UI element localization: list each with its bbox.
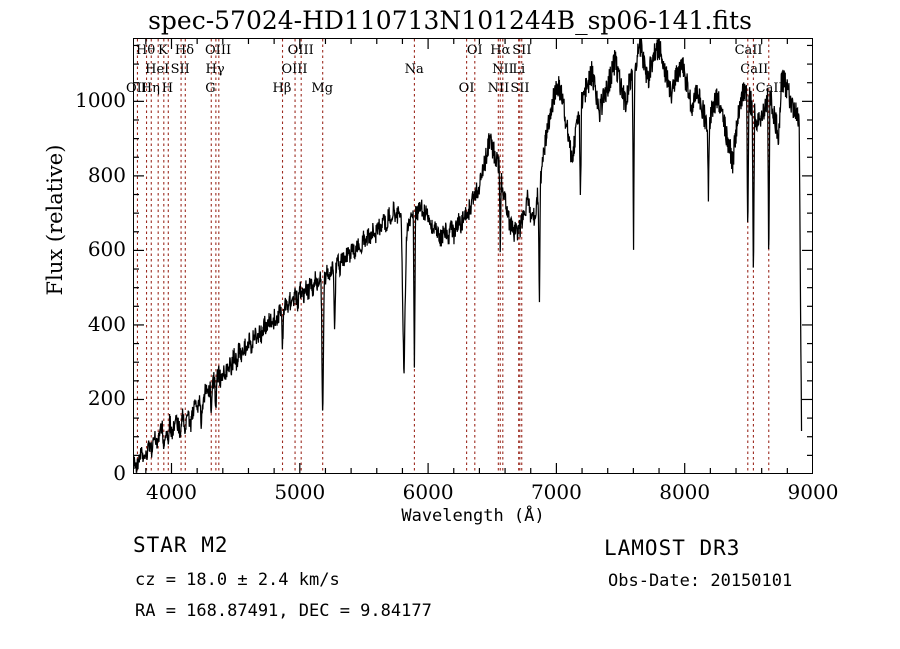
- spectrum-curve: [134, 39, 812, 473]
- object-class-label: STAR M2: [133, 533, 229, 557]
- survey-label: LAMOST DR3: [604, 536, 741, 560]
- x-tick-label-6000: 6000: [402, 480, 454, 504]
- radial-velocity-label: cz = 18.0 ± 2.4 km/s: [135, 570, 340, 590]
- y-tick-label-1000: 1000: [75, 88, 126, 113]
- line-markers-layer: [134, 39, 812, 473]
- y-tick-label-0: 0: [113, 461, 126, 485]
- x-axis-tick-labels: 4000 5000 6000 7000 8000 9000: [0, 480, 900, 506]
- spectrum-path: [134, 39, 802, 472]
- page-title: spec-57024-HD110713N101244B_sp06-141.fit…: [148, 6, 752, 35]
- obs-date-label: Obs-Date: 20150101: [608, 571, 793, 591]
- y-tick-label-600: 600: [87, 237, 126, 262]
- y-axis-tick-labels: 0 200 400 600 800 1000: [52, 0, 126, 649]
- plot-area: [133, 38, 813, 474]
- x-tick-label-5000: 5000: [274, 480, 326, 504]
- x-axis-title: Wavelength (Å): [401, 506, 545, 526]
- y-tick-label-200: 200: [87, 386, 126, 411]
- x-tick-label-4000: 4000: [146, 480, 197, 504]
- y-tick-label-400: 400: [87, 311, 126, 336]
- x-tick-label-7000: 7000: [530, 480, 582, 504]
- coordinates-label: RA = 168.87491, DEC = 9.84177: [135, 601, 432, 621]
- y-axis-title: Flux (relative): [43, 144, 67, 296]
- y-tick-label-800: 800: [87, 162, 126, 187]
- x-tick-label-8000: 8000: [659, 480, 711, 504]
- x-tick-label-9000: 9000: [787, 480, 839, 504]
